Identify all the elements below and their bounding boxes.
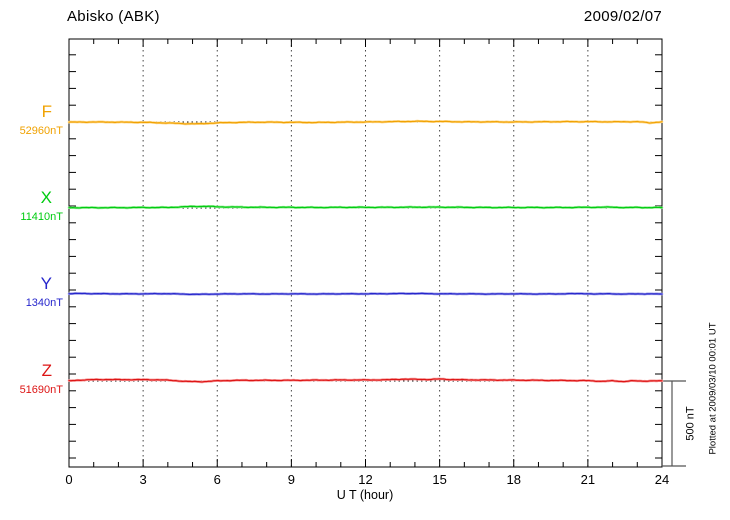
x-tick-label-12: 12: [358, 472, 372, 487]
x-axis-label: U T (hour): [336, 488, 394, 502]
x-tick-label-3: 3: [140, 472, 147, 487]
trace-y: [68, 292, 663, 296]
x-tick-label-6: 6: [214, 472, 221, 487]
x-tick-label-15: 15: [432, 472, 446, 487]
series-baseline-x: 11410nT: [20, 211, 63, 223]
trace-f: [68, 120, 663, 125]
series-baseline-y: 1340nT: [25, 297, 63, 309]
x-tick-label-24: 24: [655, 472, 669, 487]
series-label-y: Y: [40, 274, 52, 293]
series-label-z: Z: [41, 361, 52, 380]
scale-bar-label: 500 nT: [684, 406, 697, 441]
scale-bar: [662, 380, 686, 467]
trace-z: [68, 378, 663, 383]
plotted-at-note: Plotted at 2009/03/10 00:01 UT: [707, 322, 719, 455]
series-baseline-f: 52960nT: [19, 125, 63, 137]
series-label-f: F: [41, 102, 52, 121]
plot-date: 2009/02/07: [583, 8, 662, 25]
x-tick-label-0: 0: [65, 472, 72, 487]
axes-frame: [68, 38, 663, 468]
x-tick-label-9: 9: [288, 472, 295, 487]
trace-x: [68, 205, 663, 209]
series-baseline-z: 51690nT: [19, 384, 63, 396]
series-label-x: X: [40, 188, 52, 207]
x-tick-label-18: 18: [507, 472, 521, 487]
x-tick-label-21: 21: [581, 472, 595, 487]
station-title: Abisko (ABK): [67, 8, 160, 25]
